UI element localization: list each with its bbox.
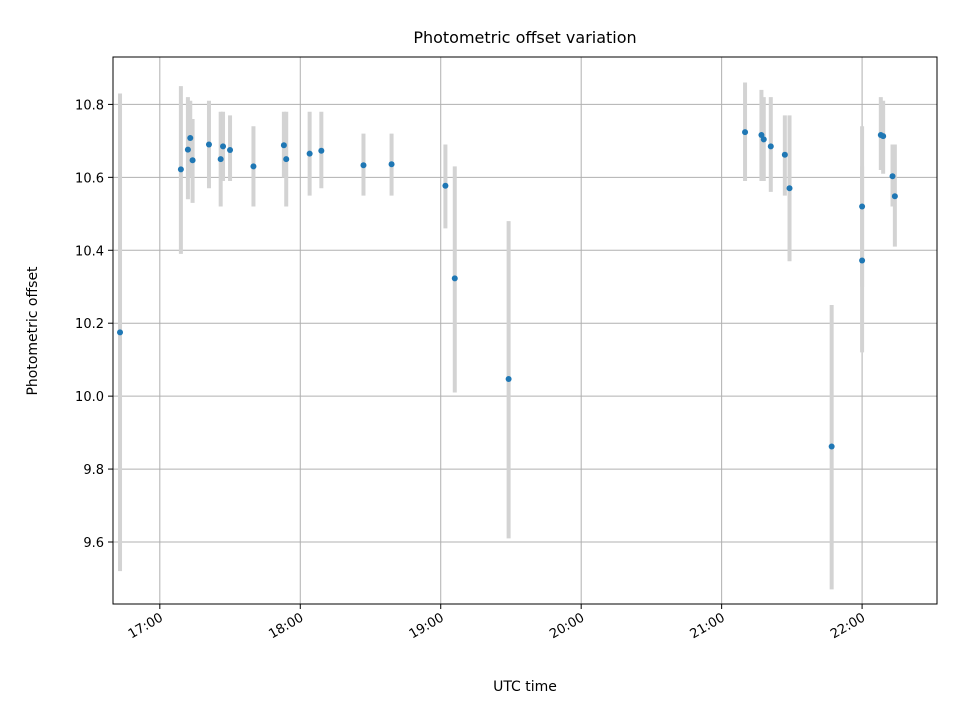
y-tick-label: 10.8	[75, 98, 104, 113]
data-point	[859, 203, 866, 210]
data-point	[760, 136, 767, 143]
data-point	[880, 133, 887, 140]
error-bars	[118, 82, 897, 590]
data-point	[388, 161, 395, 168]
data-point	[318, 147, 325, 154]
data-point	[250, 163, 257, 170]
data-point	[220, 143, 227, 150]
data-point	[177, 166, 184, 173]
data-point	[781, 151, 788, 158]
y-tick-label: 10.0	[75, 390, 104, 405]
data-point	[451, 275, 458, 282]
x-tick-label: 19:00	[407, 610, 447, 642]
data-point	[280, 142, 287, 149]
data-point	[859, 257, 866, 264]
data-point	[217, 156, 224, 163]
chart-title: Photometric offset variation	[413, 28, 636, 47]
data-point	[891, 193, 898, 200]
data-point	[889, 173, 896, 180]
data-point	[189, 157, 196, 164]
y-tick-label: 9.8	[83, 463, 104, 478]
y-tick-label: 9.6	[83, 536, 104, 551]
x-tick-label: 22:00	[828, 610, 868, 642]
data-point	[227, 146, 234, 153]
data-point	[742, 129, 749, 136]
data-point	[205, 141, 212, 148]
data-point	[187, 134, 194, 141]
y-tick-label: 10.6	[75, 171, 104, 186]
plot-frame	[112, 56, 938, 605]
y-tick-label: 10.4	[75, 244, 104, 259]
data-point	[767, 143, 774, 150]
data-point	[184, 146, 191, 153]
data-points	[117, 129, 898, 450]
x-axis-label: UTC time	[493, 679, 557, 695]
data-point	[117, 329, 124, 336]
y-tick-label: 10.2	[75, 317, 104, 332]
data-point	[828, 443, 835, 450]
data-point	[306, 150, 313, 157]
data-point	[360, 162, 367, 169]
y-axis-label: Photometric offset	[25, 266, 41, 396]
data-point	[786, 185, 793, 192]
grid	[113, 57, 937, 604]
x-tick-label: 20:00	[547, 610, 587, 642]
data-point	[505, 376, 512, 383]
data-point	[442, 182, 449, 189]
x-tick-label: 17:00	[126, 610, 166, 642]
x-tick-label: 18:00	[266, 610, 306, 642]
data-point	[283, 156, 290, 163]
x-tick-label: 21:00	[688, 610, 728, 642]
